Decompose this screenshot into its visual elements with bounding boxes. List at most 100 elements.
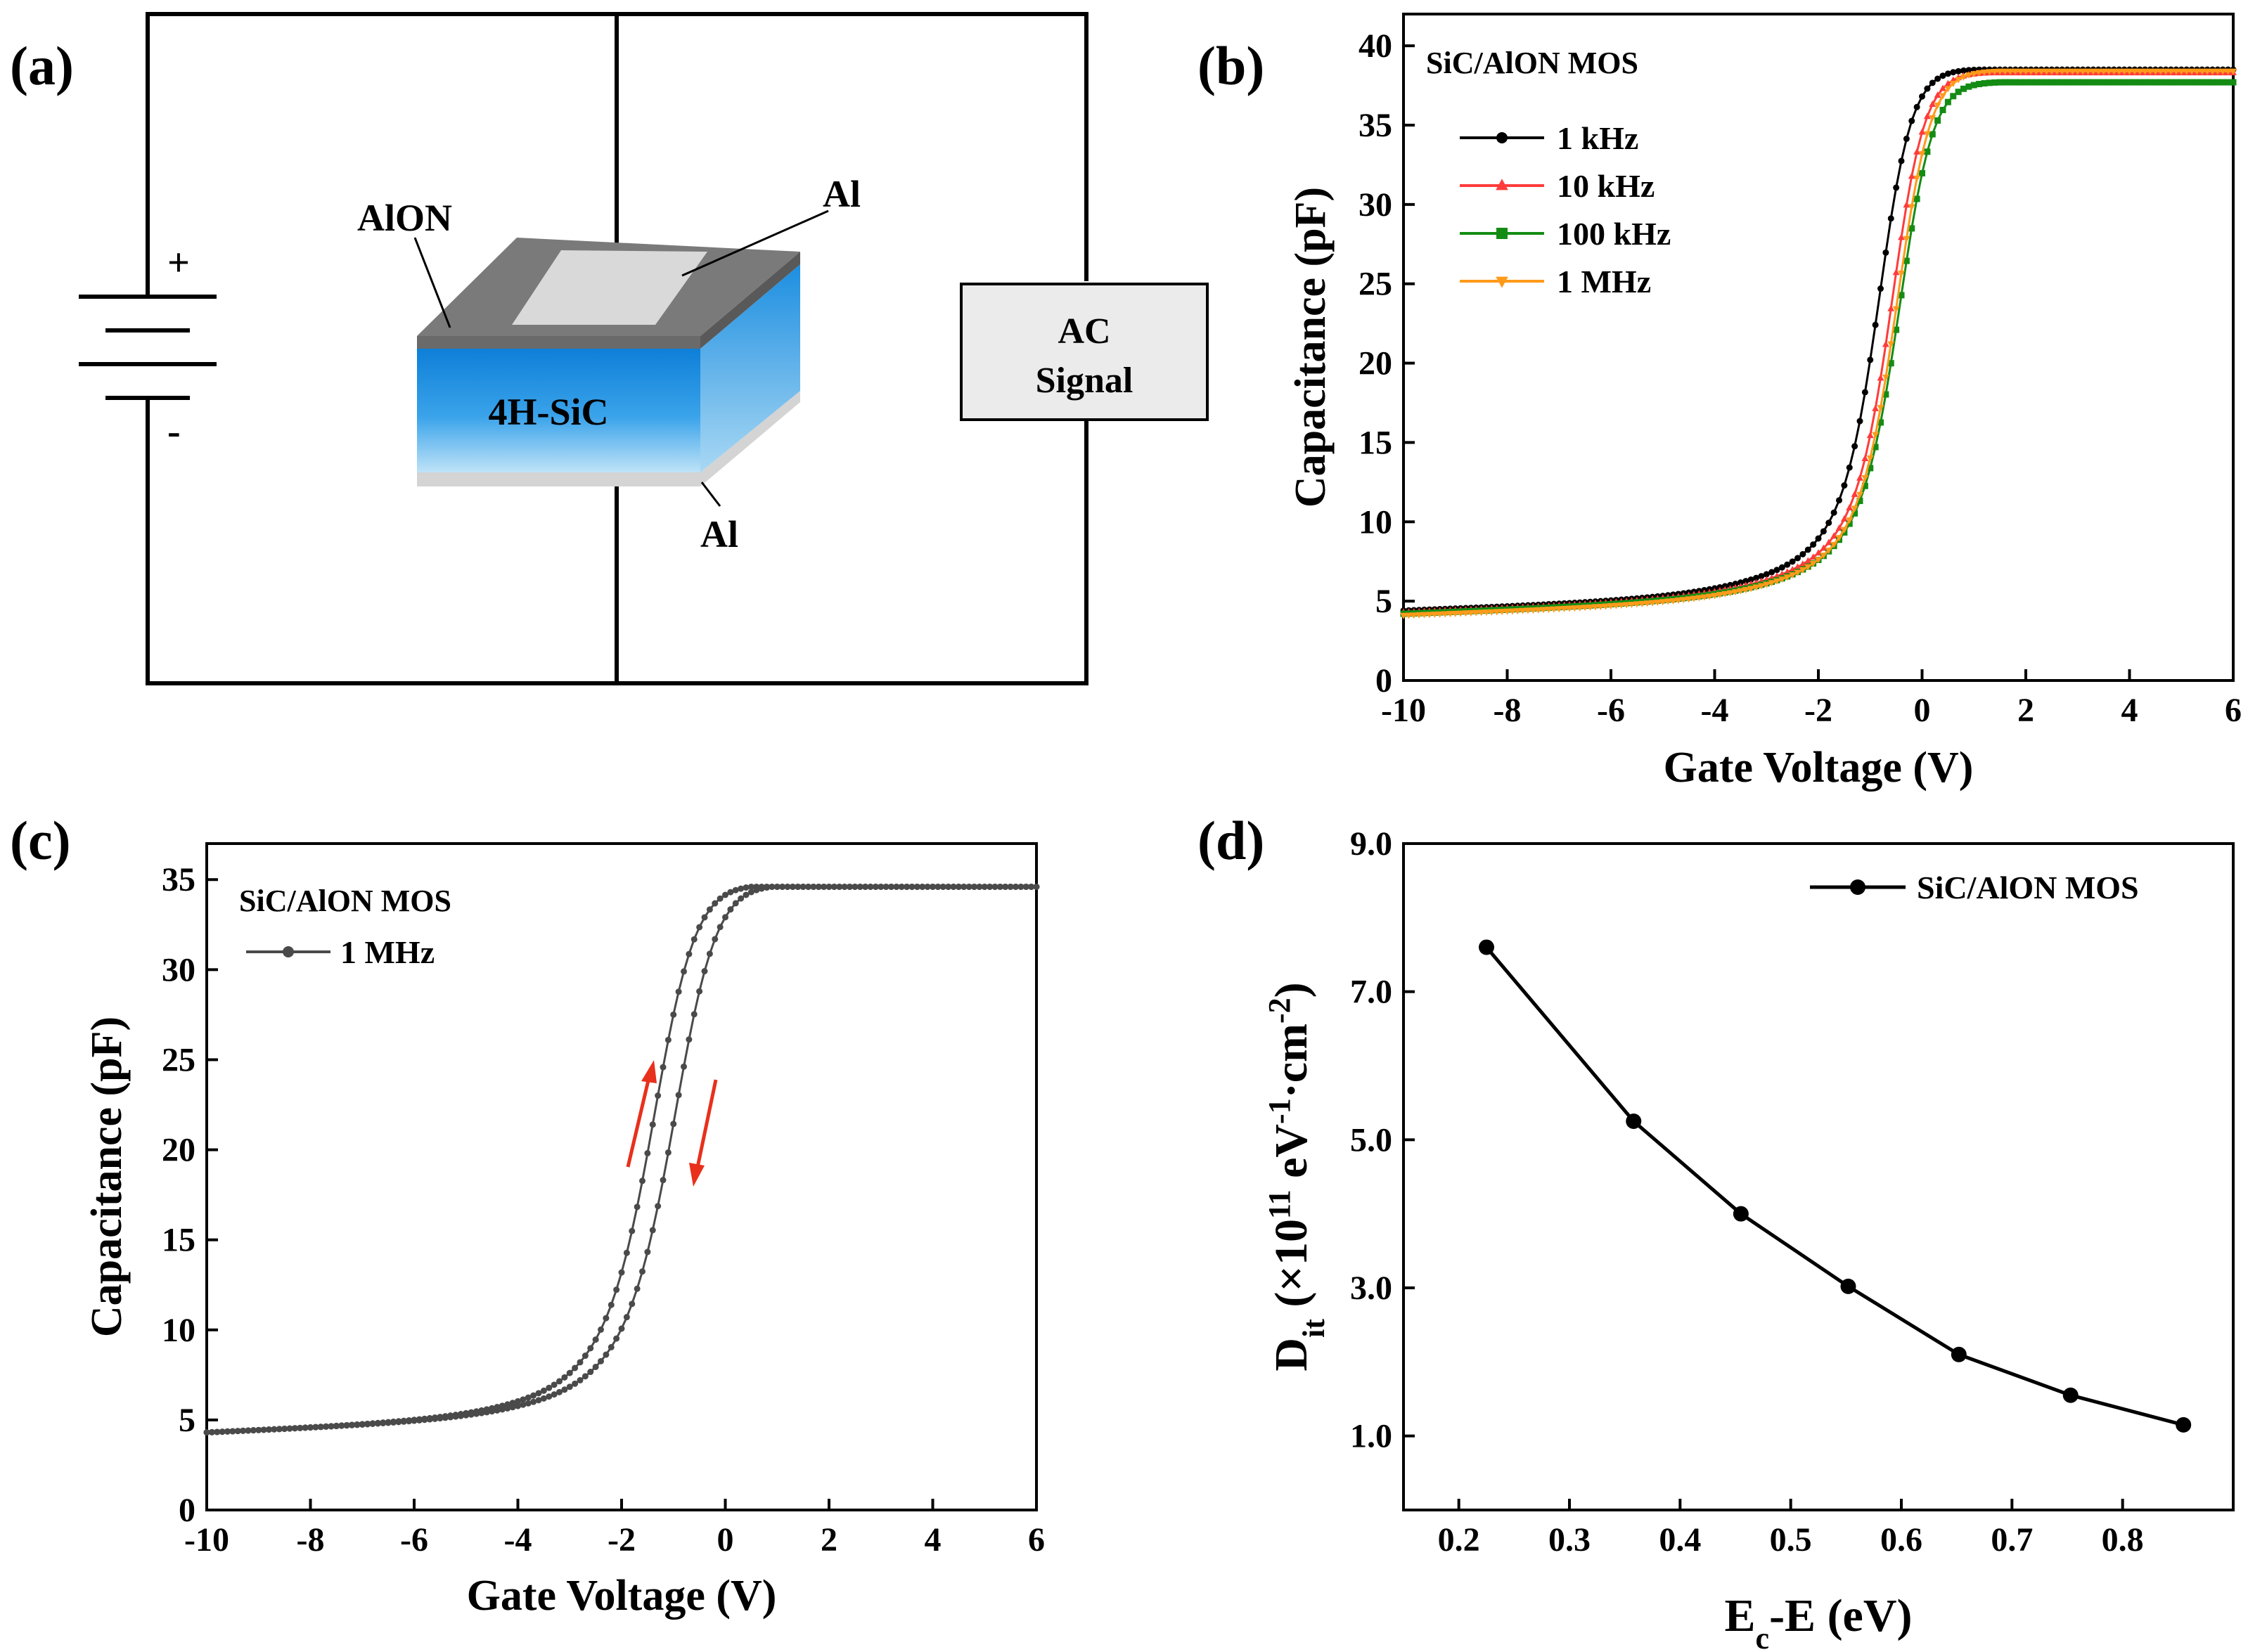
series-point (618, 1269, 625, 1276)
series-point (893, 883, 900, 890)
legend-label: SiC/AlON MOS (1917, 870, 2139, 905)
series-point (1924, 85, 1931, 92)
series-point (297, 1424, 304, 1431)
series-point (2183, 68, 2190, 75)
series-point (208, 1428, 215, 1435)
legend-label: 1 MHz (340, 934, 435, 970)
series-point (1664, 598, 1672, 605)
x-tick-label: -4 (504, 1521, 532, 1559)
series-point (2214, 68, 2221, 75)
y-tick-label: 15 (162, 1222, 195, 1259)
series-point (634, 1203, 641, 1211)
series-point (1866, 455, 1874, 462)
series-point (1918, 151, 1926, 158)
series-point (457, 1412, 464, 1419)
series-point (2126, 68, 2133, 75)
legend-marker (283, 946, 294, 957)
ac-signal-box (960, 283, 1209, 421)
series-point (1887, 360, 1894, 367)
series-point (520, 1401, 527, 1408)
series-point (509, 1404, 516, 1411)
series-point (1970, 71, 1978, 78)
series-point (2027, 68, 2035, 75)
series-point (847, 883, 853, 890)
series-point (229, 1428, 236, 1435)
series-point (1462, 610, 1470, 617)
series-point (255, 1426, 262, 1433)
x-tick-label: -6 (1597, 692, 1625, 729)
series-point (2002, 79, 2008, 86)
series-point (1991, 79, 1998, 86)
series-point (1508, 608, 1516, 615)
series-point (1882, 340, 1889, 347)
y-tick-label: 1.0 (1350, 1418, 1392, 1455)
legend-marker (1496, 228, 1508, 239)
series-point (535, 1390, 542, 1397)
series-point (2162, 68, 2170, 75)
series-point (1820, 528, 1827, 535)
sweep-direction-arrows (626, 1060, 718, 1187)
series-point (582, 1353, 589, 1360)
series-point (1002, 883, 1009, 890)
series-point (1737, 588, 1745, 595)
series-point (1633, 601, 1640, 608)
series-point (1545, 607, 1553, 614)
series-point (1733, 1206, 1749, 1222)
series-point (1695, 595, 1703, 602)
series-point (1856, 474, 1863, 481)
series-point (240, 1427, 247, 1434)
series-point (364, 1421, 371, 1428)
panel-c-ylabel: Capacitance (pF) (83, 1017, 131, 1337)
series-point (2048, 79, 2055, 86)
series-point (2006, 68, 2014, 75)
series-point (1861, 482, 1868, 489)
series-point (2012, 79, 2019, 86)
series-point (1649, 600, 1656, 607)
series-point (1768, 569, 1775, 576)
series-point (769, 883, 776, 890)
series-point (1991, 68, 1998, 75)
series-point (830, 883, 837, 890)
series-point (442, 1414, 449, 1421)
series-point (2110, 79, 2117, 86)
series-point (1711, 593, 1719, 600)
series-point (961, 883, 968, 890)
panel-b-ylabel: Capacitance (pF) (1287, 187, 1335, 508)
series-line-forward-sweep (206, 886, 1036, 1434)
series-point (2017, 79, 2024, 86)
series-point (2022, 79, 2029, 86)
series-point (572, 1380, 579, 1387)
x-tick-label: -2 (1804, 692, 1832, 729)
legend-label: 1 kHz (1557, 120, 1638, 156)
series-point (1789, 572, 1797, 579)
series-point (411, 1417, 418, 1424)
series-point (291, 1425, 298, 1432)
series-point (1830, 509, 1837, 516)
series-point (1975, 70, 1983, 77)
series-point (2038, 79, 2045, 86)
series-point (203, 1429, 210, 1436)
series-point (1939, 106, 1946, 113)
panel-d-plot-frame (1402, 842, 2235, 1511)
y-tick-label: 10 (162, 1312, 195, 1349)
panel-c: (c) -10 -8 -6 -4 -2 0 2 4 6 0 5 10 15 20 25 30 35 SiC/Al… (10, 810, 1045, 1620)
series-point (696, 988, 703, 995)
series-point (540, 1387, 547, 1394)
series-point (317, 1424, 324, 1431)
series-point (2069, 68, 2076, 75)
arrow-up-head (641, 1060, 657, 1083)
y-tick-label: 5 (1375, 583, 1392, 620)
y-tick-label: 5 (179, 1402, 195, 1439)
series-point (380, 1419, 387, 1426)
series-point (608, 1343, 615, 1350)
series-point (2157, 68, 2164, 75)
series-point (515, 1402, 521, 1409)
series-point (1944, 98, 1951, 105)
series-point (1804, 546, 1811, 553)
series-point (2126, 79, 2133, 86)
series-point (882, 883, 889, 890)
series-point (639, 1268, 646, 1275)
y-tick-label: 5.0 (1350, 1121, 1392, 1159)
series-point (2022, 68, 2029, 75)
series-point (841, 883, 848, 890)
